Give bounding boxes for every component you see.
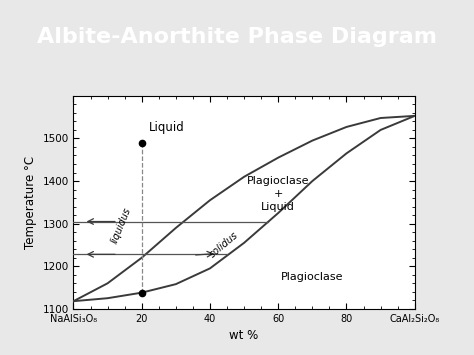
Text: Albite-Anorthite Phase Diagram: Albite-Anorthite Phase Diagram xyxy=(37,27,437,47)
Text: solidus: solidus xyxy=(207,230,240,260)
Text: Plagioclase
+
Liquid: Plagioclase + Liquid xyxy=(247,176,310,212)
Text: Plagioclase: Plagioclase xyxy=(281,272,344,282)
Y-axis label: Temperature °C: Temperature °C xyxy=(24,156,37,249)
X-axis label: wt %: wt % xyxy=(229,329,259,342)
Text: Liquid: Liquid xyxy=(148,121,184,134)
Text: liquidus: liquidus xyxy=(109,206,133,245)
